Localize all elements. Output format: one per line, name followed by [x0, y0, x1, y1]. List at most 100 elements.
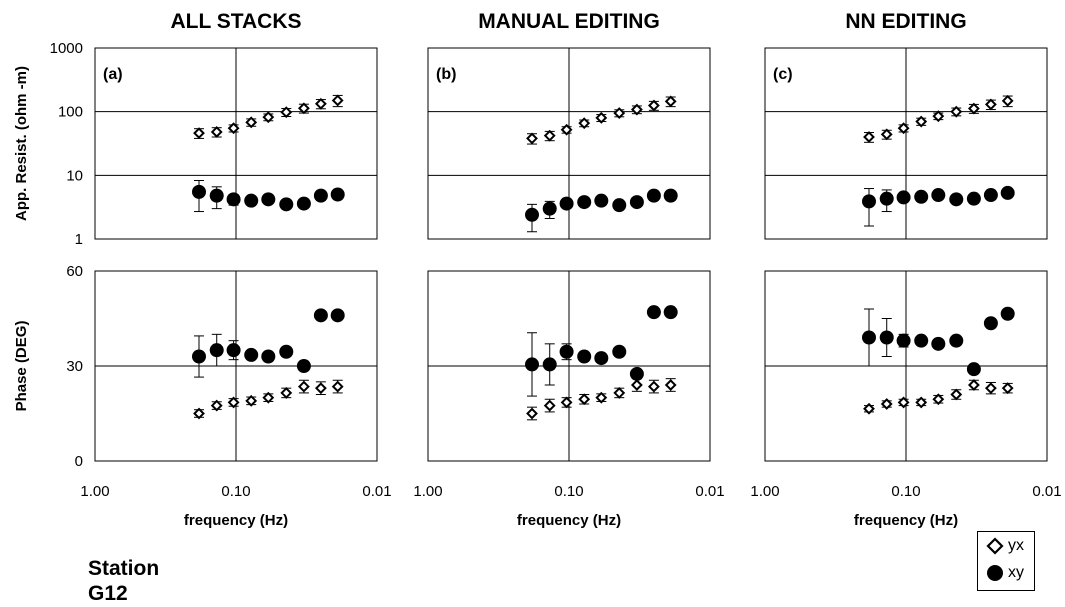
phase-yx-point [297, 380, 310, 393]
open-diamond-icon [986, 537, 1004, 555]
resistivity-xy-point [983, 188, 998, 203]
resistivity-tick-label: 100 [58, 104, 83, 121]
resistivity-xy-point [209, 188, 224, 203]
x-tick-label: 0.10 [891, 483, 920, 500]
resistivity-xy-point [646, 188, 661, 203]
resistivity-yx-point [863, 131, 875, 143]
phase-yx-point [210, 399, 223, 412]
phase-yx-point [227, 396, 240, 409]
phase-xy-point [861, 330, 876, 345]
resistivity-yx-point [262, 111, 275, 124]
phase-xy-point [209, 343, 224, 358]
phase-yx-point [613, 387, 626, 399]
resistivity-yx-point [331, 94, 344, 107]
phase-yx-point [280, 387, 293, 399]
phase-xy-point [594, 351, 609, 366]
resistivity-yx-point [560, 123, 573, 136]
resistivity-xy-point [861, 194, 876, 209]
resistivity-yx-point [543, 129, 556, 142]
phase-tick-label: 0 [75, 453, 83, 470]
phase-yx-point [915, 396, 928, 409]
phase-xy-point [191, 349, 206, 364]
resistivity-xy-point [966, 191, 981, 206]
resistivity-yx-point [647, 99, 660, 112]
filled-circle-icon [987, 565, 1003, 581]
resistivity-yx-point [950, 105, 963, 118]
resistivity-yx-point [210, 126, 223, 138]
resistivity-xy-point [594, 193, 609, 208]
phase-yx-point [595, 391, 608, 404]
x-tick-label: 1.00 [750, 483, 779, 500]
x-tick-label: 0.01 [362, 483, 391, 500]
x-axis-label: frequency (Hz) [854, 512, 958, 529]
x-tick-label: 1.00 [80, 483, 109, 500]
resistivity-xy-point [313, 188, 328, 203]
phase-yx-point [245, 394, 258, 407]
phase-yx-point [664, 379, 677, 391]
phase-yx-point [932, 393, 945, 406]
resistivity-yx-point [595, 111, 608, 124]
x-tick-label: 0.01 [695, 483, 724, 500]
phase-yx-point [984, 382, 997, 395]
legend-label-xy: xy [1008, 564, 1024, 581]
resistivity-xy-point [663, 188, 678, 203]
column-title-all-stacks: ALL STACKS [170, 10, 301, 33]
resistivity-xy-point [261, 192, 276, 207]
legend-item-xy: xy [978, 561, 1034, 585]
resistivity-xy-point [226, 192, 241, 207]
x-tick-label: 0.01 [1032, 483, 1061, 500]
column-title-manual-editing: MANUAL EDITING [478, 10, 660, 33]
resistivity-xy-point [629, 195, 644, 210]
x-tick-label: 0.10 [554, 483, 583, 500]
resistivity-xy-point [577, 195, 592, 210]
phase-xy-point [559, 344, 574, 359]
resistivity-yx-point [915, 115, 928, 128]
phase-xy-point [524, 357, 539, 372]
phase-xy-point [629, 366, 644, 381]
phase-yx-point [543, 399, 556, 412]
column-title-nn-editing: NN EDITING [845, 10, 966, 33]
x-axis-label: frequency (Hz) [517, 512, 621, 529]
phase-xy-point [612, 344, 627, 359]
legend-label-yx: yx [1008, 537, 1024, 554]
phase-xy-point [1000, 306, 1015, 321]
resistivity-xy-point [1000, 185, 1015, 200]
phase-xy-point [983, 316, 998, 331]
phase-yx-point [863, 402, 875, 415]
phase-tick-label: 60 [66, 263, 83, 280]
phase-xy-point [279, 344, 294, 359]
resistivity-yx-point [314, 97, 327, 110]
resistivity-tick-label: 1000 [50, 40, 83, 57]
resistivity-yx-point [984, 98, 997, 111]
resistivity-xy-point [524, 207, 539, 222]
resistivity-xy-point [542, 201, 557, 216]
resistivity-tick-label: 10 [66, 167, 83, 184]
phase-xy-point [226, 343, 241, 358]
resistivity-yx-point [630, 103, 643, 116]
phase-tick-label: 30 [66, 358, 83, 375]
phase-xy-point [646, 305, 661, 320]
resistivity-yx-point [280, 106, 293, 119]
resistivity-yx-point [526, 132, 538, 145]
resistivity-tick-label: 1 [75, 231, 83, 248]
resistivity-yx-point [967, 102, 980, 115]
resistivity-xy-point [279, 197, 294, 212]
phase-yx-point [578, 393, 591, 406]
phase-yx-point [331, 380, 344, 393]
phase-yx-point [950, 388, 963, 401]
phase-yx-point [647, 380, 660, 393]
resistivity-yx-point [578, 117, 591, 130]
resistivity-xy-point [559, 196, 574, 211]
panel-label: (c) [773, 66, 793, 83]
phase-xy-point [949, 333, 964, 348]
phase-xy-point [663, 305, 678, 320]
phase-yx-point [560, 396, 573, 409]
resistivity-xy-point [244, 193, 259, 208]
resistivity-yx-point [245, 116, 258, 129]
resistivity-xy-point [296, 196, 311, 211]
resistivity-yx-point [664, 95, 677, 108]
station-label-line1: Station [88, 557, 160, 580]
phase-yx-point [1001, 382, 1014, 395]
panel-label: (b) [436, 66, 456, 83]
